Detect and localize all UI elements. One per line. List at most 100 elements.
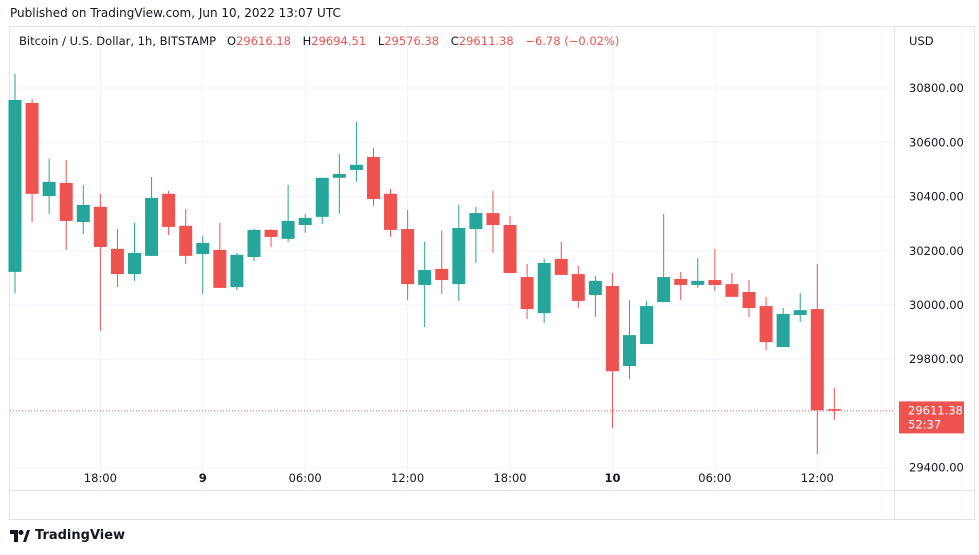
candle[interactable]: [401, 209, 415, 301]
candle[interactable]: [588, 275, 602, 317]
candle[interactable]: [605, 272, 619, 429]
candle[interactable]: [776, 307, 790, 348]
candle-body: [759, 306, 773, 343]
candle[interactable]: [674, 271, 688, 301]
candle-body: [418, 270, 432, 285]
candle-body: [213, 249, 227, 288]
candle-body: [110, 248, 124, 275]
candle[interactable]: [93, 193, 107, 332]
candle[interactable]: [264, 229, 278, 247]
current-price-badge: 29611.38 52:37: [899, 401, 964, 434]
candle-body: [145, 197, 159, 256]
tradingview-logo-icon: [10, 529, 30, 542]
candle[interactable]: [827, 387, 841, 420]
candle-body: [264, 229, 278, 237]
candle-body: [59, 182, 73, 221]
low-label: L: [377, 34, 385, 48]
candle-body: [366, 156, 380, 199]
candle-body: [537, 262, 551, 314]
candle[interactable]: [384, 188, 398, 237]
candle[interactable]: [366, 147, 380, 207]
candle[interactable]: [691, 258, 705, 288]
symbol-legend: Bitcoin / U.S. Dollar, 1h, BITSTAMP O 296…: [19, 34, 627, 48]
candle[interactable]: [503, 216, 517, 273]
candle[interactable]: [452, 204, 466, 301]
candle[interactable]: [332, 153, 346, 214]
candle[interactable]: [76, 184, 90, 234]
candle[interactable]: [179, 208, 193, 265]
candle[interactable]: [247, 229, 261, 262]
candle-body: [469, 213, 483, 230]
candle[interactable]: [315, 177, 329, 224]
time-tick-label: 12:00: [391, 471, 424, 485]
price-tick-label: 30600.00: [909, 135, 964, 149]
currency-label: USD: [909, 34, 934, 48]
candle-body: [623, 335, 637, 367]
price-tick-label: 30000.00: [909, 298, 964, 312]
time-tick-label: 9: [199, 471, 207, 485]
candle[interactable]: [486, 190, 500, 253]
candle[interactable]: [298, 213, 312, 233]
candle[interactable]: [281, 184, 295, 242]
published-caption: Published on TradingView.com, Jun 10, 20…: [10, 6, 341, 20]
candle[interactable]: [230, 252, 244, 291]
time-axis: 18:00 9 06:00 12:00 18:00 10 06:00 12:00: [84, 471, 834, 485]
candle[interactable]: [418, 241, 432, 327]
price-tick-label: 30200.00: [909, 244, 964, 258]
candle[interactable]: [520, 264, 534, 320]
candle[interactable]: [537, 258, 551, 323]
candle[interactable]: [759, 296, 773, 351]
tradingview-logo[interactable]: TradingView: [10, 528, 125, 543]
candle-body: [640, 306, 654, 345]
candle[interactable]: [554, 241, 568, 275]
open-label: O: [227, 34, 237, 48]
candle[interactable]: [162, 190, 176, 236]
candle-body: [127, 252, 141, 275]
low-value: 29576.38: [384, 34, 440, 48]
candle[interactable]: [742, 280, 756, 317]
price-tick-label: 30400.00: [909, 190, 964, 204]
candle[interactable]: [708, 248, 722, 291]
candle[interactable]: [435, 230, 449, 294]
time-tick-label: 18:00: [493, 471, 526, 485]
candle[interactable]: [110, 229, 124, 288]
current-price-label: 29611.38: [908, 403, 963, 417]
high-label: H: [302, 34, 312, 48]
time-tick-label: 06:00: [698, 471, 731, 485]
candle[interactable]: [793, 293, 807, 323]
candle[interactable]: [213, 222, 227, 288]
candle[interactable]: [349, 121, 363, 182]
close-value: 29611.38: [458, 34, 514, 48]
candle-body: [401, 229, 415, 285]
candle[interactable]: [196, 235, 210, 294]
tradingview-brand: TradingView: [35, 528, 126, 543]
candle-body: [725, 284, 739, 297]
candle[interactable]: [8, 73, 22, 294]
candle-body: [827, 409, 841, 411]
candle[interactable]: [623, 300, 637, 380]
candle[interactable]: [725, 272, 739, 297]
candle[interactable]: [640, 300, 654, 345]
candle[interactable]: [469, 206, 483, 263]
candle[interactable]: [59, 159, 73, 250]
candle[interactable]: [571, 265, 585, 308]
gridlines: [10, 27, 894, 490]
candle-body: [196, 242, 210, 255]
time-tick-label: 18:00: [84, 471, 117, 485]
candle[interactable]: [657, 213, 671, 303]
symbol-name: Bitcoin / U.S. Dollar, 1h, BITSTAMP: [19, 34, 217, 48]
candle[interactable]: [127, 222, 141, 281]
candle[interactable]: [810, 264, 824, 455]
candle[interactable]: [25, 98, 39, 223]
candle[interactable]: [145, 176, 159, 256]
candle-body: [298, 217, 312, 225]
candle-body: [281, 220, 295, 239]
candle-body: [588, 280, 602, 295]
price-tick-label: 29800.00: [909, 352, 964, 366]
price-tick-label: 29400.00: [909, 461, 964, 475]
candle-body: [708, 280, 722, 285]
time-tick-label: 06:00: [289, 471, 322, 485]
candle[interactable]: [42, 158, 56, 214]
time-tick-label: 12:00: [801, 471, 834, 485]
